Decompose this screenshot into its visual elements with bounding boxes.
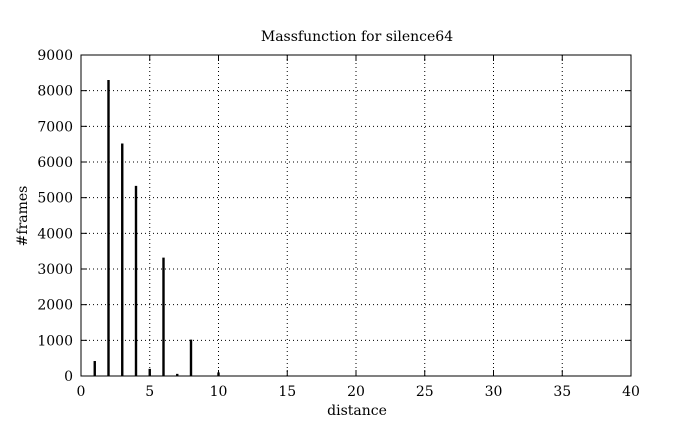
x-axis-ticks: 0 5 10 15 20 25 30 35 40 <box>77 55 640 400</box>
x-tick-label: 10 <box>210 384 228 400</box>
y-tick-label: 0 <box>64 369 73 385</box>
y-tick-label: 7000 <box>37 119 73 135</box>
y-tick-label: 9000 <box>37 48 73 64</box>
y-tick-label: 8000 <box>37 84 73 100</box>
x-tick-label: 20 <box>347 384 365 400</box>
y-axis-label: #frames <box>15 186 31 247</box>
y-tick-label: 1000 <box>37 333 73 349</box>
x-tick-label: 0 <box>77 384 86 400</box>
y-axis-ticks: 0 1000 2000 3000 4000 5000 6000 7000 8000 9000 <box>37 48 631 385</box>
x-tick-label: 40 <box>622 384 640 400</box>
bar-series <box>93 79 220 376</box>
x-axis-label: distance <box>327 403 387 419</box>
x-tick-label: 30 <box>485 384 503 400</box>
x-tick-label: 35 <box>553 384 571 400</box>
x-tick-label: 15 <box>278 384 296 400</box>
chart-title: Massfunction for silence64 <box>261 29 453 45</box>
x-tick-label: 25 <box>416 384 434 400</box>
y-tick-label: 2000 <box>37 298 73 314</box>
grid-lines <box>81 55 631 376</box>
y-tick-label: 3000 <box>37 262 73 278</box>
y-tick-label: 6000 <box>37 155 73 171</box>
y-tick-label: 5000 <box>37 191 73 207</box>
y-tick-label: 4000 <box>37 226 73 242</box>
x-tick-label: 5 <box>145 384 154 400</box>
